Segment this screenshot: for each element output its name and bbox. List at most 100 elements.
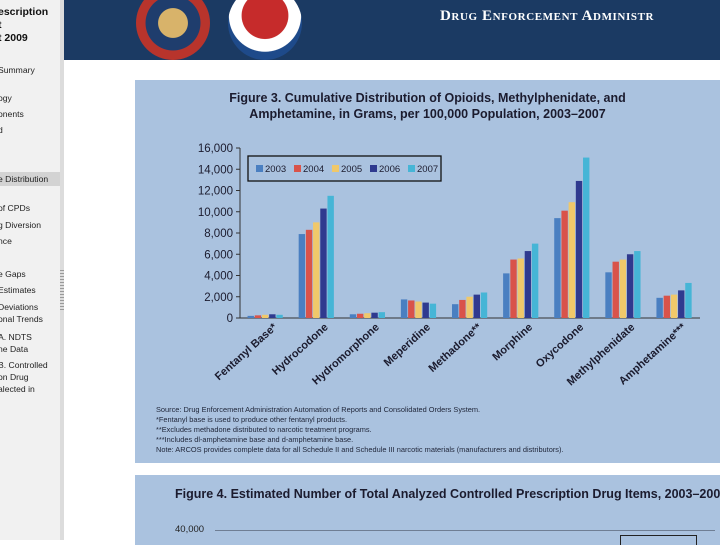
- bar-8-2006: [678, 290, 685, 318]
- sidebar-item-controlled[interactable]: B. Controlled: [0, 360, 48, 370]
- bar-4-2003: [452, 304, 459, 318]
- bar-8-2005: [670, 294, 678, 318]
- bar-5-2006: [524, 251, 532, 318]
- bar-2-2003: [349, 314, 357, 318]
- sidebar: escription t t 2009 Summary ogy onents d…: [0, 0, 61, 540]
- bar-7-2005: [619, 259, 627, 318]
- bar-0-2005: [261, 314, 269, 318]
- bar-3-2005: [415, 301, 422, 318]
- bar-4-2006: [473, 294, 480, 318]
- sidebar-title-line-3: t 2009: [0, 32, 28, 44]
- bar-6-2003: [554, 218, 561, 318]
- x-category-label-6: Oxycodone: [534, 321, 587, 370]
- bar-5-2004: [510, 259, 517, 318]
- sidebar-item-selected[interactable]: alected in: [0, 384, 35, 394]
- sidebar-item-deviations[interactable]: Deviations: [0, 302, 39, 312]
- bar-1-2004: [305, 229, 313, 318]
- bar-5-2007: [531, 243, 539, 318]
- bar-2-2007: [378, 312, 385, 318]
- sidebar-item-components[interactable]: onents: [0, 109, 24, 119]
- sidebar-title-line-2: t: [0, 19, 2, 31]
- bar-8-2007: [685, 282, 692, 318]
- sidebar-item-diversion[interactable]: g Diversion: [0, 220, 41, 230]
- bar-2-2005: [364, 313, 371, 318]
- bar-4-2005: [466, 296, 473, 318]
- bar-1-2005: [313, 222, 320, 318]
- pane-splitter[interactable]: [60, 0, 64, 540]
- sidebar-item-estimates[interactable]: Estimates: [0, 285, 36, 295]
- figure-4-title: Figure 4. Estimated Number of Total Anal…: [175, 487, 720, 501]
- bar-1-2007: [327, 195, 334, 318]
- x-category-label-5: Morphine: [490, 321, 535, 363]
- bar-1-2006: [320, 208, 327, 318]
- figure-3-title: Figure 3. Cumulative Distribution of Opi…: [135, 90, 720, 122]
- bar-0-2007: [276, 314, 283, 318]
- sidebar-item-d[interactable]: d: [0, 125, 3, 135]
- legend-label-2003: 2003: [265, 164, 286, 175]
- legend-label-2006: 2006: [379, 164, 400, 175]
- sidebar-item-gaps[interactable]: e Gaps: [0, 269, 26, 279]
- bar-6-2005: [568, 202, 576, 318]
- bar-6-2006: [575, 180, 583, 318]
- figure-3-notes: Source: Drug Enforcement Administration …: [156, 405, 716, 455]
- sidebar-item-cpds[interactable]: of CPDs: [0, 203, 30, 213]
- sidebar-item-summary[interactable]: Summary: [0, 65, 35, 75]
- legend-swatch-2006: [370, 165, 377, 172]
- y-tick-label-4: 8,000: [204, 228, 233, 240]
- splitter-grip-icon[interactable]: [60, 270, 64, 310]
- sidebar-item-distribution[interactable]: e Distribution: [0, 172, 60, 186]
- bar-4-2004: [459, 299, 466, 318]
- sidebar-item-drug[interactable]: on Drug: [0, 372, 29, 382]
- y-tick-label-1: 2,000: [204, 292, 233, 304]
- y-tick-label-5: 10,000: [198, 207, 233, 219]
- bar-0-2004: [254, 315, 262, 318]
- note-arcos: Note: ARCOS provides complete data for a…: [156, 445, 564, 454]
- bar-3-2006: [422, 302, 429, 318]
- x-category-label-0: Fentanyl Base*: [213, 321, 280, 383]
- chart-legend-box: [247, 155, 442, 182]
- bar-0-2003: [247, 315, 254, 318]
- figure-4-legend: [620, 535, 697, 545]
- legend-swatch-2003: [256, 165, 263, 172]
- figure-3-title-line-2: Amphetamine, in Grams, per 100,000 Popul…: [249, 107, 606, 121]
- sidebar-item-data[interactable]: ne Data: [0, 344, 29, 354]
- bar-2-2004: [356, 313, 364, 318]
- bar-8-2004: [663, 295, 671, 318]
- legend-label-2004: 2004: [303, 164, 324, 175]
- bar-3-2004: [408, 300, 415, 318]
- legend-swatch-2005: [332, 165, 339, 172]
- diversion-seal-icon: [228, 0, 302, 60]
- figure-3: Figure 3. Cumulative Distribution of Opi…: [135, 80, 720, 463]
- page-header: Drug Enforcement Administr: [64, 0, 720, 60]
- legend-label-2007: 2007: [417, 164, 438, 175]
- sidebar-item-methodology[interactable]: ogy: [0, 93, 12, 103]
- sidebar-title-line-1: escription: [0, 6, 49, 18]
- y-tick-label-3: 6,000: [204, 249, 233, 261]
- figure-4-gridline: [215, 530, 715, 531]
- header-title: Drug Enforcement Administr: [440, 8, 655, 24]
- bar-7-2004: [612, 261, 619, 318]
- y-tick-label-8: 16,000: [198, 143, 233, 155]
- y-tick-label-0: 0: [227, 313, 233, 325]
- legend-swatch-2007: [408, 165, 415, 172]
- note-methadone: **Excludes methadone distributed to narc…: [156, 425, 372, 434]
- note-amphetamine: ***Includes dl-amphetamine base and d-am…: [156, 435, 354, 444]
- figure-3-title-line-1: Figure 3. Cumulative Distribution of Opi…: [229, 91, 626, 105]
- sidebar-item-nce[interactable]: nce: [0, 236, 12, 246]
- bar-6-2007: [583, 157, 590, 318]
- note-fentanyl: *Fentanyl base is used to produce other …: [156, 415, 348, 424]
- figure-4-y-tick: 40,000: [175, 524, 205, 535]
- x-category-label-3: Meperidine: [382, 321, 433, 369]
- legend-label-2005: 2005: [341, 164, 362, 175]
- bar-7-2006: [626, 254, 634, 318]
- bar-5-2003: [503, 273, 510, 318]
- figure-4: Figure 4. Estimated Number of Total Anal…: [135, 475, 720, 545]
- sidebar-item-ndts[interactable]: A. NDTS: [0, 332, 32, 342]
- bar-8-2003: [656, 297, 663, 318]
- sidebar-item-trends[interactable]: onal Trends: [0, 314, 43, 324]
- bar-3-2007: [429, 303, 437, 318]
- y-tick-label-6: 12,000: [198, 186, 233, 198]
- bar-3-2003: [400, 299, 408, 318]
- y-tick-label-7: 14,000: [198, 164, 233, 176]
- legend-swatch-2004: [294, 165, 301, 172]
